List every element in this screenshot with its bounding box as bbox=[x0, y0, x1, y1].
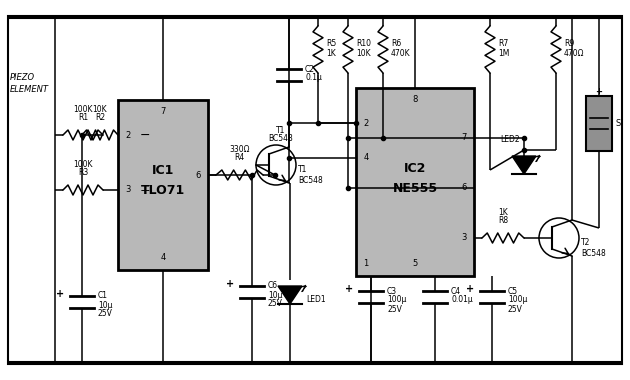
Text: 100µ: 100µ bbox=[508, 296, 527, 304]
Text: T2
BC548: T2 BC548 bbox=[581, 238, 606, 258]
Text: C4: C4 bbox=[451, 287, 461, 296]
Text: −: − bbox=[140, 128, 151, 141]
Text: 2: 2 bbox=[125, 130, 130, 139]
Text: 3: 3 bbox=[125, 185, 130, 195]
Text: C5: C5 bbox=[508, 287, 518, 296]
Text: +: + bbox=[595, 87, 602, 95]
Text: 25V: 25V bbox=[387, 304, 402, 313]
Text: 7: 7 bbox=[160, 108, 166, 117]
Text: R7: R7 bbox=[498, 39, 508, 48]
Text: 330Ω: 330Ω bbox=[229, 145, 249, 154]
Text: 10K: 10K bbox=[356, 49, 370, 58]
Text: 4: 4 bbox=[161, 253, 166, 263]
Text: 10K: 10K bbox=[93, 105, 107, 114]
Text: C2: C2 bbox=[305, 65, 315, 73]
Text: 0.01µ: 0.01µ bbox=[451, 296, 472, 304]
Text: 7: 7 bbox=[461, 133, 467, 142]
Text: 470Ω: 470Ω bbox=[564, 49, 585, 58]
Text: R8: R8 bbox=[498, 216, 508, 225]
Text: R2: R2 bbox=[95, 113, 105, 122]
Text: 10µ: 10µ bbox=[98, 301, 113, 309]
Text: PIEZO: PIEZO bbox=[10, 73, 35, 82]
Text: TLO71: TLO71 bbox=[141, 185, 185, 198]
Text: +: + bbox=[345, 284, 353, 294]
Text: C1: C1 bbox=[98, 291, 108, 301]
Text: R5: R5 bbox=[326, 39, 336, 48]
Text: +: + bbox=[226, 279, 234, 289]
Text: 6: 6 bbox=[195, 171, 201, 179]
Text: LED1: LED1 bbox=[306, 296, 326, 304]
Text: 0.1µ: 0.1µ bbox=[305, 73, 322, 82]
Text: T1
BC548: T1 BC548 bbox=[298, 165, 323, 185]
Text: +: + bbox=[466, 284, 474, 294]
Text: 100µ: 100µ bbox=[387, 296, 406, 304]
Polygon shape bbox=[278, 286, 302, 304]
Text: NE555: NE555 bbox=[392, 182, 438, 195]
Text: T1: T1 bbox=[277, 126, 285, 135]
Text: 10µ: 10µ bbox=[268, 290, 282, 299]
Text: 4: 4 bbox=[364, 154, 369, 163]
Text: 1M: 1M bbox=[498, 49, 510, 58]
Text: 6: 6 bbox=[461, 184, 467, 193]
Text: IC2: IC2 bbox=[404, 162, 426, 174]
Text: IC1: IC1 bbox=[152, 165, 174, 177]
Text: +: + bbox=[140, 184, 151, 196]
Text: 100K: 100K bbox=[73, 105, 93, 114]
Text: R9: R9 bbox=[564, 39, 575, 48]
Text: 2: 2 bbox=[364, 119, 369, 128]
Text: R1: R1 bbox=[78, 113, 88, 122]
Text: LED2: LED2 bbox=[500, 135, 520, 144]
Text: 25V: 25V bbox=[98, 309, 113, 318]
Text: R10: R10 bbox=[356, 39, 371, 48]
Text: +: + bbox=[56, 289, 64, 299]
Text: 100K: 100K bbox=[73, 160, 93, 169]
Text: 1K: 1K bbox=[326, 49, 336, 58]
FancyBboxPatch shape bbox=[118, 100, 208, 270]
Text: R4: R4 bbox=[234, 153, 244, 162]
Text: ELEMENT: ELEMENT bbox=[10, 86, 49, 95]
Text: R3: R3 bbox=[78, 168, 88, 177]
Text: C6: C6 bbox=[268, 282, 278, 290]
Polygon shape bbox=[512, 156, 536, 174]
Text: 5: 5 bbox=[413, 260, 418, 269]
Text: S: S bbox=[615, 119, 621, 128]
Text: 1: 1 bbox=[364, 260, 369, 269]
Text: R6: R6 bbox=[391, 39, 401, 48]
Text: 1K: 1K bbox=[498, 208, 508, 217]
Text: 3: 3 bbox=[461, 233, 467, 242]
Text: 25V: 25V bbox=[508, 304, 523, 313]
Text: BC548: BC548 bbox=[268, 134, 294, 143]
Text: C3: C3 bbox=[387, 287, 397, 296]
FancyBboxPatch shape bbox=[586, 96, 612, 151]
Text: 470K: 470K bbox=[391, 49, 411, 58]
FancyBboxPatch shape bbox=[8, 16, 622, 364]
Text: 25V: 25V bbox=[268, 299, 283, 309]
FancyBboxPatch shape bbox=[356, 88, 474, 276]
Text: 8: 8 bbox=[412, 95, 418, 104]
